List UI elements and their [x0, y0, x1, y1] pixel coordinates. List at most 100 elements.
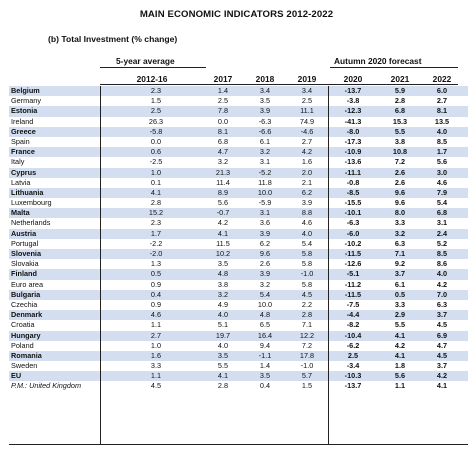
value-cell: -41.3	[344, 116, 362, 126]
country-cell: Czechia	[11, 299, 38, 309]
value-cell: -11.5	[344, 249, 362, 258]
value-cell: 2.7	[150, 330, 162, 340]
value-cell: 6.1	[259, 136, 271, 146]
value-cell: -6.2	[346, 340, 360, 350]
value-cell: 9.6	[394, 187, 406, 197]
value-cell: 4.1	[150, 187, 162, 197]
value-cell: 5.6	[217, 198, 229, 208]
value-cell: -10.3	[344, 371, 362, 381]
value-cell: 11.8	[258, 177, 272, 187]
value-cell: 2.5	[347, 350, 359, 360]
country-cell: Croatia	[11, 320, 35, 330]
value-cell: 3.2	[394, 228, 406, 238]
value-cell: 3.9	[301, 198, 313, 208]
year-header: 2021	[390, 74, 410, 84]
value-cell: 5.1	[217, 320, 229, 330]
value-cell: 4.1	[394, 330, 406, 340]
country-cell: Germany	[11, 96, 42, 106]
table-row: Netherlands 2.3 4.2 3.6 4.6 -6.3 3.3 3.1	[9, 218, 468, 228]
value-cell: 8.6	[436, 259, 448, 269]
value-cell: 5.6	[394, 371, 406, 381]
table-row: Italy -2.5 3.2 3.1 1.6 -13.6 7.2 5.6	[9, 157, 468, 167]
table-row: Estonia 2.5 7.8 3.9 11.1 -12.3 6.8 8.1	[9, 106, 468, 117]
value-cell: 3.6	[259, 218, 271, 228]
country-cell: Malta	[11, 208, 30, 218]
value-cell: 4.5	[436, 320, 448, 330]
value-cell: 1.8	[394, 361, 406, 371]
value-cell: 7.1	[301, 320, 313, 330]
country-cell: EU	[11, 371, 22, 381]
value-cell: 10.2	[215, 249, 231, 258]
value-cell: -6.6	[258, 126, 272, 136]
column-divider	[100, 86, 101, 444]
value-cell: -4.4	[346, 310, 360, 320]
value-cell: -8.2	[346, 320, 360, 330]
value-cell: 12.2	[299, 330, 315, 340]
table-row: Lithuania 4.1 8.9 10.0 6.2 -8.5 9.6 7.9	[9, 187, 468, 199]
country-cell: Greece	[11, 126, 36, 136]
value-cell: 9.4	[259, 340, 271, 350]
value-cell: 11.5	[216, 238, 230, 248]
year-header: 2012-16	[136, 74, 168, 84]
value-cell: -13.7	[344, 86, 362, 95]
table-row: Belgium 2.3 1.4 3.4 3.4 -13.7 5.9 6.0	[9, 86, 468, 97]
value-cell: 3.5	[217, 350, 229, 360]
country-cell: Hungary	[11, 330, 41, 340]
value-cell: 5.8	[301, 259, 313, 269]
value-cell: 4.5	[150, 381, 162, 391]
five-year-average-header: 5-year average	[116, 56, 175, 66]
value-cell: 5.8	[301, 249, 313, 258]
value-cell: 3.3	[394, 218, 406, 228]
value-cell: 0.5	[150, 269, 162, 279]
value-cell: 2.8	[394, 96, 406, 106]
value-cell: 0.4	[150, 289, 162, 299]
value-cell: 3.9	[259, 228, 271, 238]
table-row: Bulgaria 0.4 3.2 5.4 4.5 -11.5 0.5 7.0	[9, 289, 468, 300]
value-cell: 8.9	[217, 187, 229, 197]
value-cell: -17.3	[344, 136, 362, 146]
value-cell: 4.1	[217, 371, 229, 381]
table-row: P.M.: United Kingdom 4.5 2.8 0.4 1.5 -13.7 1.1…	[9, 381, 468, 391]
value-cell: 7.2	[394, 157, 406, 167]
country-cell: Denmark	[11, 310, 43, 320]
value-cell: 7.9	[436, 187, 448, 197]
value-cell: -7.5	[346, 299, 360, 309]
table-row: Finland 0.5 4.8 3.9 -1.0 -5.1 3.7 4.0	[9, 269, 468, 280]
value-cell: -13.6	[344, 157, 362, 167]
value-cell: -6.0	[346, 228, 360, 238]
table-row: Ireland 26.3 0.0 -6.3 74.9 -41.3 15.3 13.5	[9, 117, 468, 127]
value-cell: 3.4	[301, 86, 313, 95]
value-cell: 9.6	[394, 198, 406, 208]
year-header: 2022	[432, 74, 452, 84]
value-cell: -0.8	[346, 177, 360, 187]
value-cell: 4.1	[436, 381, 448, 391]
value-cell: 5.4	[301, 238, 313, 248]
year-header: 2020	[343, 74, 363, 84]
value-cell: 1.6	[301, 157, 313, 167]
table-row: Sweden 3.3 5.5 1.4 -1.0 -3.4 1.8 3.7	[9, 361, 468, 371]
value-cell: -1.0	[300, 361, 314, 371]
value-cell: 3.1	[259, 208, 271, 218]
header-rule	[100, 84, 458, 85]
value-cell: 16.4	[257, 330, 273, 340]
country-cell: Spain	[11, 136, 30, 146]
value-cell: 5.4	[259, 289, 271, 299]
value-cell: 17.8	[299, 350, 315, 360]
value-cell: 6.1	[394, 279, 406, 289]
value-cell: 6.2	[259, 238, 271, 248]
value-cell: 7.1	[394, 249, 406, 258]
page-title: MAIN ECONOMIC INDICATORS 2012-2022	[139, 9, 334, 20]
value-cell: -10.1	[344, 208, 362, 218]
value-cell: 6.5	[259, 320, 271, 330]
value-cell: 2.8	[301, 310, 313, 320]
table-row: Denmark 4.6 4.0 4.8 2.8 -4.4 2.9 3.7	[9, 310, 468, 321]
value-cell: -8.0	[346, 126, 360, 136]
table-subtitle: (b) Total Investment (% change)	[48, 34, 178, 44]
table-row: Slovenia -2.0 10.2 9.6 5.8 -11.5 7.1 8.5	[9, 249, 468, 260]
value-cell: 2.7	[436, 96, 448, 106]
table-row: Czechia 0.9 4.9 10.0 2.2 -7.5 3.3 6.3	[9, 300, 468, 310]
value-cell: 10.0	[257, 299, 273, 309]
value-cell: -5.2	[258, 167, 272, 177]
value-cell: 8.0	[394, 208, 406, 218]
